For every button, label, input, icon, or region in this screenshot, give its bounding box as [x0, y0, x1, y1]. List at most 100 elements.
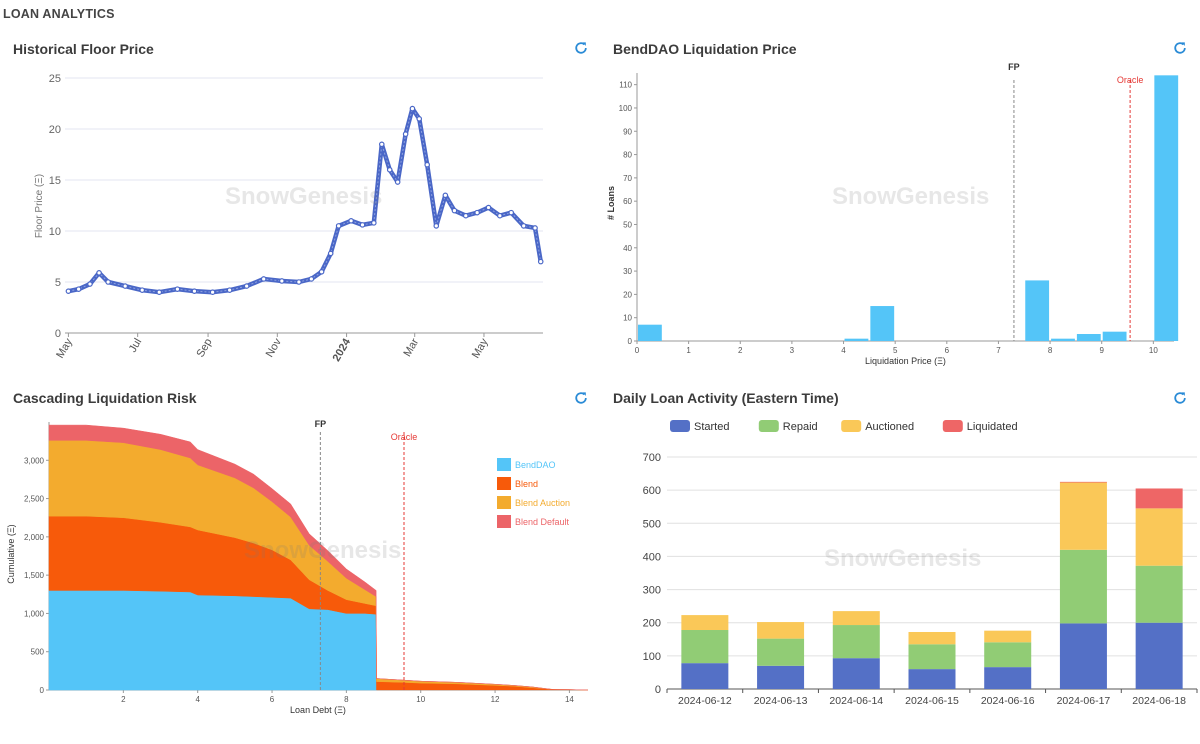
data-point — [371, 220, 377, 226]
x-tick-label: Sep — [194, 337, 214, 360]
bar-segment-repaid — [1059, 549, 1107, 624]
area-series-blend-default — [48, 424, 589, 691]
x-tick-label: 5 — [893, 346, 898, 355]
data-point — [537, 258, 544, 265]
floor-price-panel: Historical Floor Price 0 5 10 15 20 25 Floor P… — [0, 30, 600, 385]
bar-segment-started — [681, 663, 729, 689]
data-point — [308, 276, 315, 282]
legend-swatch — [942, 420, 963, 432]
daily-activity-panel: Daily Loan Activity (Eastern Time) 0 100 2… — [600, 380, 1200, 744]
data-point — [424, 161, 430, 168]
legend-label: Blend — [515, 479, 538, 489]
legend-swatch — [497, 496, 511, 509]
refresh-icon[interactable] — [574, 41, 588, 55]
y-tick-label: 5 — [55, 277, 61, 289]
x-tick-label: 4 — [841, 346, 846, 355]
liquidation-price-chart: 0 10 20 30 40 50 60 70 80 90 100 110 0 1 2 3 4 5 6 7 8 9 10 Liq… — [606, 62, 1179, 366]
x-tick-label: 4 — [195, 695, 200, 704]
y-tick-label: 2,500 — [24, 495, 45, 504]
x-tick-label: Mar — [401, 336, 421, 359]
cascading-risk-title: Cascading Liquidation Risk — [13, 390, 197, 406]
legend-label: BendDAO — [515, 460, 556, 470]
x-tick-label: 1 — [686, 346, 691, 355]
refresh-icon[interactable] — [1173, 391, 1187, 405]
data-point — [65, 288, 72, 294]
daily-activity-title: Daily Loan Activity (Eastern Time) — [613, 390, 839, 406]
data-point — [378, 141, 385, 148]
bar-segment-started — [908, 669, 956, 689]
floor-price-series-dots — [68, 107, 542, 293]
data-point — [520, 223, 527, 229]
legend-swatch — [497, 515, 511, 528]
y-axis-label: # Loans — [606, 186, 616, 220]
y-tick-label: 500 — [31, 648, 45, 657]
x-tick-label: 2024-06-14 — [829, 695, 883, 707]
data-point — [451, 207, 458, 214]
data-point — [409, 105, 416, 112]
refresh-icon[interactable] — [1173, 41, 1187, 55]
y-tick-label: 10 — [623, 314, 632, 323]
data-point — [335, 223, 342, 229]
bar-segment-repaid — [984, 642, 1032, 668]
y-axis-label: Floor Price (Ξ) — [34, 174, 45, 238]
y-tick-label: 30 — [623, 267, 632, 276]
data-point — [139, 287, 146, 293]
bar-segment-liquidated — [1135, 488, 1183, 509]
cascading-risk-chart: 0 500 1,000 1,500 2,000 2,500 3,000 2 4 6 8 10 12 14 L… — [6, 419, 589, 715]
data-point — [122, 283, 128, 289]
bar-segment-liquidated — [1059, 481, 1107, 483]
reference-line-label: Oracle — [391, 432, 418, 442]
bar-segment-auctioned — [984, 630, 1032, 643]
legend-label: Repaid — [783, 421, 818, 433]
refresh-icon[interactable] — [574, 391, 588, 405]
data-point — [87, 281, 93, 287]
x-tick-label: 6 — [270, 695, 275, 704]
legend-label: Liquidated — [967, 421, 1018, 433]
data-point — [442, 192, 449, 199]
liquidation-price-panel: BendDAO Liquidation Price 0 10 20 30 40 50 60 7… — [600, 30, 1200, 385]
bar-segment-started — [984, 667, 1032, 689]
y-tick-label: 20 — [623, 290, 632, 299]
y-tick-label: 80 — [623, 151, 632, 160]
y-tick-label: 110 — [619, 81, 632, 90]
x-tick-label: 10 — [1149, 346, 1158, 355]
histogram-bar — [1102, 331, 1127, 341]
data-point — [402, 131, 409, 137]
legend-label: Blend Auction — [515, 498, 570, 508]
x-tick-label: 2024-06-13 — [754, 695, 808, 707]
y-tick-label: 90 — [623, 127, 632, 136]
histogram-bar — [638, 324, 662, 341]
y-tick-label: 3,000 — [24, 456, 45, 465]
y-tick-label: 700 — [643, 452, 661, 464]
x-tick-label: 8 — [344, 695, 349, 704]
x-tick-label: 10 — [416, 695, 425, 704]
y-tick-label: 300 — [643, 585, 661, 597]
y-tick-label: 200 — [643, 618, 661, 630]
x-tick-label: 2 — [738, 346, 743, 355]
y-tick-label: 500 — [643, 518, 661, 530]
y-tick-label: 1,500 — [24, 571, 45, 580]
data-point — [433, 223, 440, 229]
legend-swatch — [670, 420, 690, 432]
x-tick-label: 2024-06-18 — [1132, 695, 1186, 707]
x-tick-label: 7 — [996, 346, 1001, 355]
bar-segment-repaid — [681, 630, 729, 664]
bar-segment-started — [832, 658, 880, 689]
bar-segment-auctioned — [757, 622, 805, 639]
histogram-bar — [1051, 338, 1075, 341]
liquidation-price-title: BendDAO Liquidation Price — [613, 41, 797, 57]
bar-segment-repaid — [908, 644, 956, 670]
x-tick-label: 3 — [790, 346, 795, 355]
data-point — [279, 278, 285, 284]
legend-label: Blend Default — [515, 517, 570, 527]
histogram-bar — [1076, 334, 1101, 341]
bar-segment-auctioned — [908, 631, 956, 645]
y-tick-label: 2,000 — [24, 533, 45, 542]
x-tick-label: May — [470, 336, 491, 360]
data-point — [348, 218, 354, 224]
legend-swatch — [758, 420, 779, 432]
y-tick-label: 0 — [40, 686, 45, 695]
y-tick-label: 0 — [55, 328, 61, 340]
y-tick-label: 60 — [623, 197, 632, 206]
bar-segment-auctioned — [681, 615, 729, 631]
